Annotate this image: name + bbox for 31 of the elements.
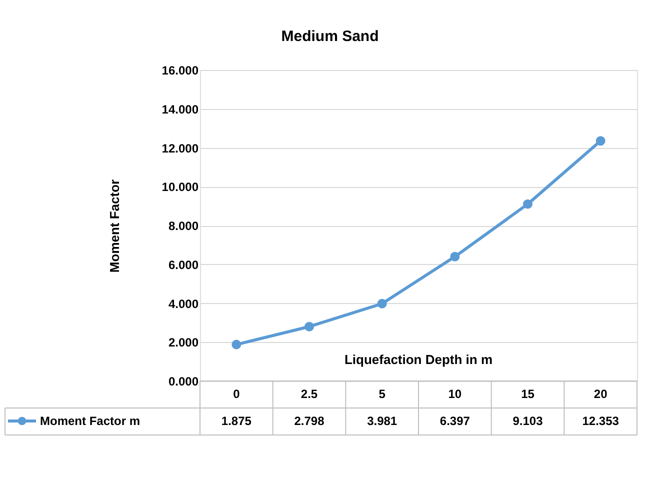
y-tick-label: 14.000 (162, 102, 199, 116)
y-axis-title: Moment Factor (106, 179, 122, 273)
data-label: 3.981 (367, 414, 398, 428)
data-label: 1.875 (221, 414, 252, 428)
y-tick-label: 10.000 (162, 180, 199, 194)
y-tick-label: 6.000 (168, 258, 199, 272)
x-tick-label: 5 (378, 387, 386, 401)
chart-title: Medium Sand (281, 28, 379, 45)
data-label: 12.353 (582, 414, 620, 428)
legend-label: Moment Factor m (40, 414, 140, 428)
data-label: 2.798 (294, 414, 325, 428)
point (523, 199, 532, 209)
x-axis-title: Liquefaction Depth in m (344, 352, 493, 367)
x-tick-label: 20 (594, 387, 608, 401)
y-tick-label: 12.000 (162, 141, 199, 156)
x-tick-label: 10 (448, 387, 462, 401)
data-label: 9.103 (512, 414, 544, 428)
point (596, 136, 606, 146)
y-tick-label: 4.000 (168, 296, 199, 311)
y-tick-label: 16.000 (162, 64, 199, 78)
x-tick-label: 0 (233, 387, 240, 401)
y-tick-label: 0.000 (168, 374, 199, 388)
point (232, 340, 242, 350)
y-tick-label: 8.000 (168, 219, 199, 233)
x-tick-label: 15 (521, 387, 535, 401)
data-label: 6.397 (440, 414, 470, 428)
y-tick-label: 2.000 (168, 336, 199, 350)
point (450, 252, 460, 262)
point (377, 298, 387, 308)
x-tick-label: 2.5 (300, 387, 318, 401)
point (304, 322, 314, 332)
